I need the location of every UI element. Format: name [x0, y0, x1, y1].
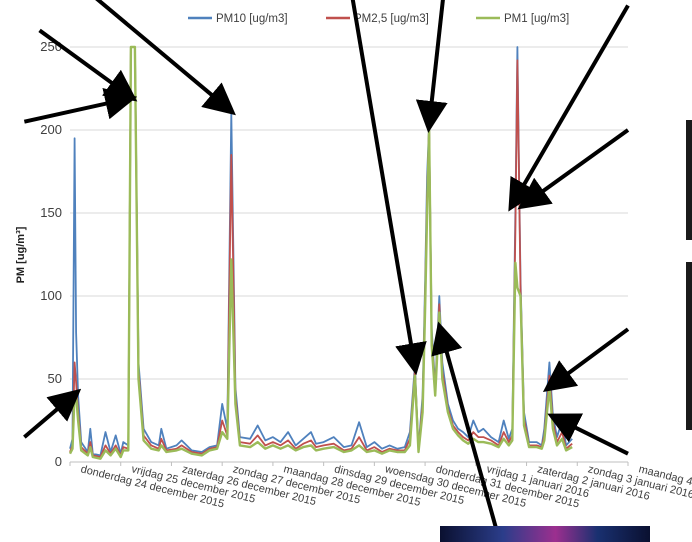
y-tick-label: 100 [40, 288, 62, 303]
annotation-arrow [517, 128, 630, 210]
series-line-2 [68, 45, 573, 460]
fireworks-photo [440, 526, 650, 542]
legend: PM10 [ug/m3] PM2,5 [ug/m3] PM1 [ug/m3] [188, 13, 569, 25]
right-photo-strip [686, 120, 692, 240]
annotation-arrow [38, 28, 138, 102]
annotation-arrow [350, 0, 427, 376]
annotation-arrow [415, 0, 448, 133]
annotation-arrow [23, 88, 138, 124]
annotation-arrow [542, 327, 630, 393]
legend-label: PM10 [ug/m3] [216, 13, 288, 25]
annotation-arrow [431, 321, 499, 529]
legend-label: PM2,5 [ug/m3] [354, 13, 429, 25]
annotation-arrows [23, 0, 630, 529]
series-line-0 [69, 46, 573, 457]
y-tick-label: 0 [55, 454, 62, 469]
series-lines [68, 45, 573, 460]
annotation-arrow [23, 388, 82, 439]
annotation-arrow [547, 413, 629, 456]
gridlines [70, 46, 628, 463]
annotation-arrow [508, 4, 630, 212]
legend-label: PM1 [ug/m3] [504, 13, 569, 25]
annotation-arrow [95, 0, 236, 116]
y-tick-label: 200 [40, 122, 62, 137]
y-tick-label: 150 [40, 205, 62, 220]
y-tick-label: 50 [48, 371, 62, 386]
right-photo-strip [686, 262, 692, 430]
y-axis-label: PM [ug/m³] [15, 226, 27, 283]
series-line-1 [69, 46, 573, 458]
